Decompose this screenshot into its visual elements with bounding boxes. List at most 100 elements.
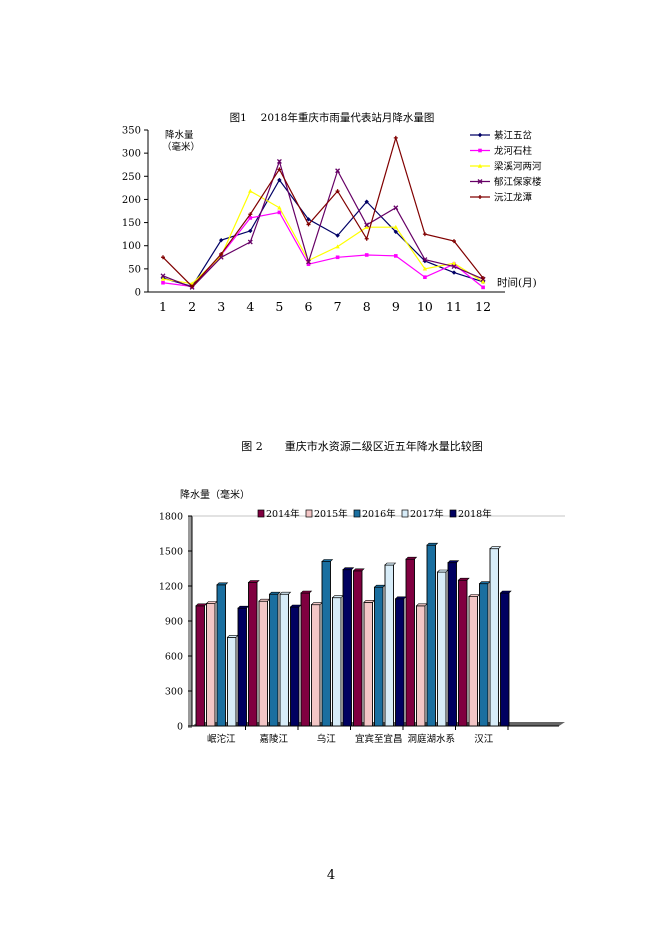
chart2-bar-top: [384, 562, 397, 566]
chart1-point-3: [248, 188, 253, 193]
chart1-point-2: [335, 255, 340, 260]
chart2-bar-top: [426, 542, 439, 546]
chart2-bar: [311, 604, 321, 727]
chart1-point-5: [481, 276, 486, 281]
chart2-legend-label: 2017年: [410, 508, 444, 520]
chart2-bar: [248, 582, 258, 727]
chart2-bar: [332, 597, 342, 727]
chart2-group-5: [405, 542, 460, 727]
chart1-series-line: [162, 178, 484, 288]
chart1-series-3: [160, 188, 486, 286]
chart1-point-4: [335, 168, 341, 174]
chart2-bar-top: [447, 560, 460, 563]
chart1-x-tick-label: 7: [334, 299, 342, 314]
chart1-series-5: [161, 135, 486, 289]
chart2-ylabel: 降水量（毫米）: [180, 488, 250, 501]
chart1-legend-label: 梁溪河两河: [494, 161, 542, 173]
chart1-x-tick-label: 6: [305, 299, 313, 314]
chart1-point-1: [306, 217, 311, 222]
chart2-category-label: 乌江: [317, 733, 337, 745]
chart1-point-5: [190, 284, 195, 289]
chart2-category-label: 宜宾至宜昌: [355, 733, 403, 745]
chart1-point-5: [478, 195, 482, 199]
chart1-point-3: [422, 266, 428, 271]
chart2-bar: [447, 562, 457, 727]
chart1-x-tick-label: 10: [417, 299, 433, 314]
chart2-group-3: [300, 559, 355, 727]
chart2-bar-top: [268, 591, 281, 595]
chart2-group-6: [457, 546, 512, 727]
chart1-point-3: [480, 279, 486, 284]
chart1-point-3: [277, 205, 282, 210]
chart1-point-5: [393, 135, 398, 140]
chart1-point-2: [423, 275, 427, 279]
chart1-x-tick-label: 5: [275, 299, 283, 314]
chart2-y-tick-label: 0: [177, 722, 183, 733]
chart2-y-tick-label: 1500: [159, 547, 183, 558]
chart2-bar-top: [226, 635, 239, 638]
chart1-point-1: [364, 199, 369, 204]
chart2-bar: [206, 603, 216, 727]
chart2-category-label: 汉江: [474, 734, 494, 745]
chart2-legend-label: 2018年: [458, 508, 492, 520]
chart1-title: 图1 2018年重庆市雨量代表站月降水量图: [230, 111, 435, 124]
chart1-y-tick-label: 0: [135, 288, 141, 299]
chart1-point-4: [364, 222, 370, 228]
chart2-bar: [321, 561, 331, 727]
chart1-point-2: [277, 210, 282, 215]
chart2-bar: [279, 593, 289, 727]
chart1-x-tick-label: 9: [392, 299, 400, 314]
chart2-legend-swatch: [401, 509, 409, 518]
chart2-bar: [363, 601, 373, 727]
chart1-point-4: [477, 179, 483, 184]
chart2-bar: [405, 558, 415, 727]
chart2-bar-top: [247, 580, 260, 583]
chart2-bar-top: [258, 598, 271, 602]
chart1-point-4: [276, 159, 282, 164]
chart2-bar: [500, 592, 510, 727]
chart2-y-tick-label: 900: [165, 617, 183, 628]
chart1-y-tick-label: 350: [122, 126, 141, 137]
chart1-point-4: [422, 257, 428, 263]
chart1-point-1: [477, 132, 483, 138]
chart2-bar-top: [415, 603, 428, 607]
chart2-bar: [195, 605, 205, 727]
chart1-point-5: [335, 189, 340, 194]
chart2-bar: [237, 607, 247, 727]
chart1-point-1: [393, 229, 398, 235]
chart2-bar: [384, 564, 394, 727]
chart1-point-5: [161, 255, 165, 260]
chart2-bar: [300, 592, 310, 727]
chart2-bar: [353, 570, 363, 727]
chart2-bar-top: [300, 590, 313, 594]
chart2-category-label: 嘉陵江: [259, 733, 288, 745]
chart2-bar: [342, 569, 352, 727]
chart1-x-tick-label: 8: [363, 299, 371, 314]
chart2-legend: 2014年 2015年 2016年 2017年 2018年: [257, 508, 492, 520]
chart2-bar: [489, 548, 499, 727]
chart1-point-2: [248, 216, 253, 220]
chart2-bar-top: [394, 596, 407, 600]
chart1-x-tick-label: 11: [446, 299, 462, 314]
chart2-bar-top: [205, 601, 218, 604]
chart1-y-tick-label: 250: [122, 172, 141, 183]
chart1-point-2: [306, 262, 311, 267]
chart1-point-5: [219, 252, 224, 257]
chart2-bar: [216, 584, 226, 727]
chart1-x-tick-label: 12: [475, 299, 491, 314]
chart1-point-4: [451, 264, 457, 270]
chart1-point-4: [393, 205, 399, 211]
chart1-point-1: [248, 228, 253, 234]
chart1-series-line: [162, 159, 484, 289]
chart2-bar-top: [499, 590, 512, 594]
chart2-bar-top: [195, 603, 208, 607]
chart2-legend-label: 2016年: [362, 508, 396, 520]
chart1-point-1: [451, 270, 457, 275]
chart1-point-3: [393, 224, 398, 229]
chart1-y-tick-label: 150: [122, 218, 141, 229]
chart1-legend-label: 郁江保家楼: [494, 176, 542, 188]
chart2-legend-swatch: [305, 509, 313, 518]
chart1-point-5: [248, 212, 253, 217]
chart1-series-2: [161, 210, 485, 290]
